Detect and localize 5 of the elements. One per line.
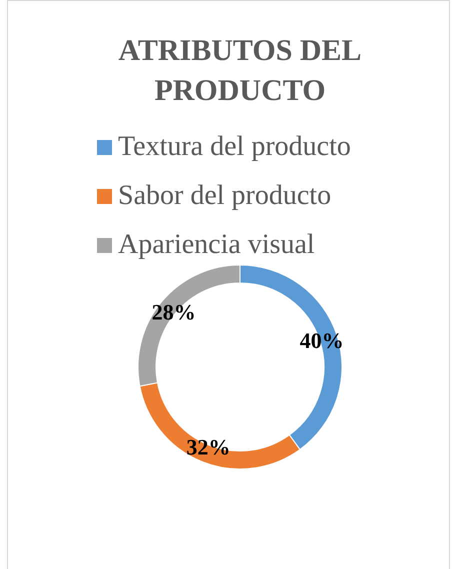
chart-title: ATRIBUTOS DEL PRODUCTO: [118, 34, 362, 107]
legend-label: Apariencia visual: [118, 229, 315, 260]
legend-label: Sabor del producto: [118, 180, 332, 211]
data-label: 28%: [152, 300, 196, 325]
legend-label: Textura del producto: [118, 131, 351, 162]
